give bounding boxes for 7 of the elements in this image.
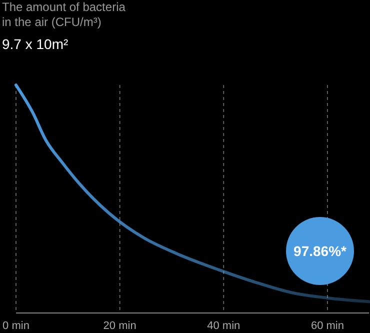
x-tick-label: 60 min <box>310 320 344 332</box>
y-axis-title: The amount of bacteria in the air (CFU/m³) <box>2 0 126 29</box>
x-tick-label: 0 min <box>2 320 30 332</box>
x-tick-label: 40 min <box>207 320 240 332</box>
x-tick-label: 20 min <box>103 320 136 332</box>
annotation: 9.7 x 10m² <box>2 36 68 52</box>
annotation: 97.86%* <box>294 243 348 259</box>
